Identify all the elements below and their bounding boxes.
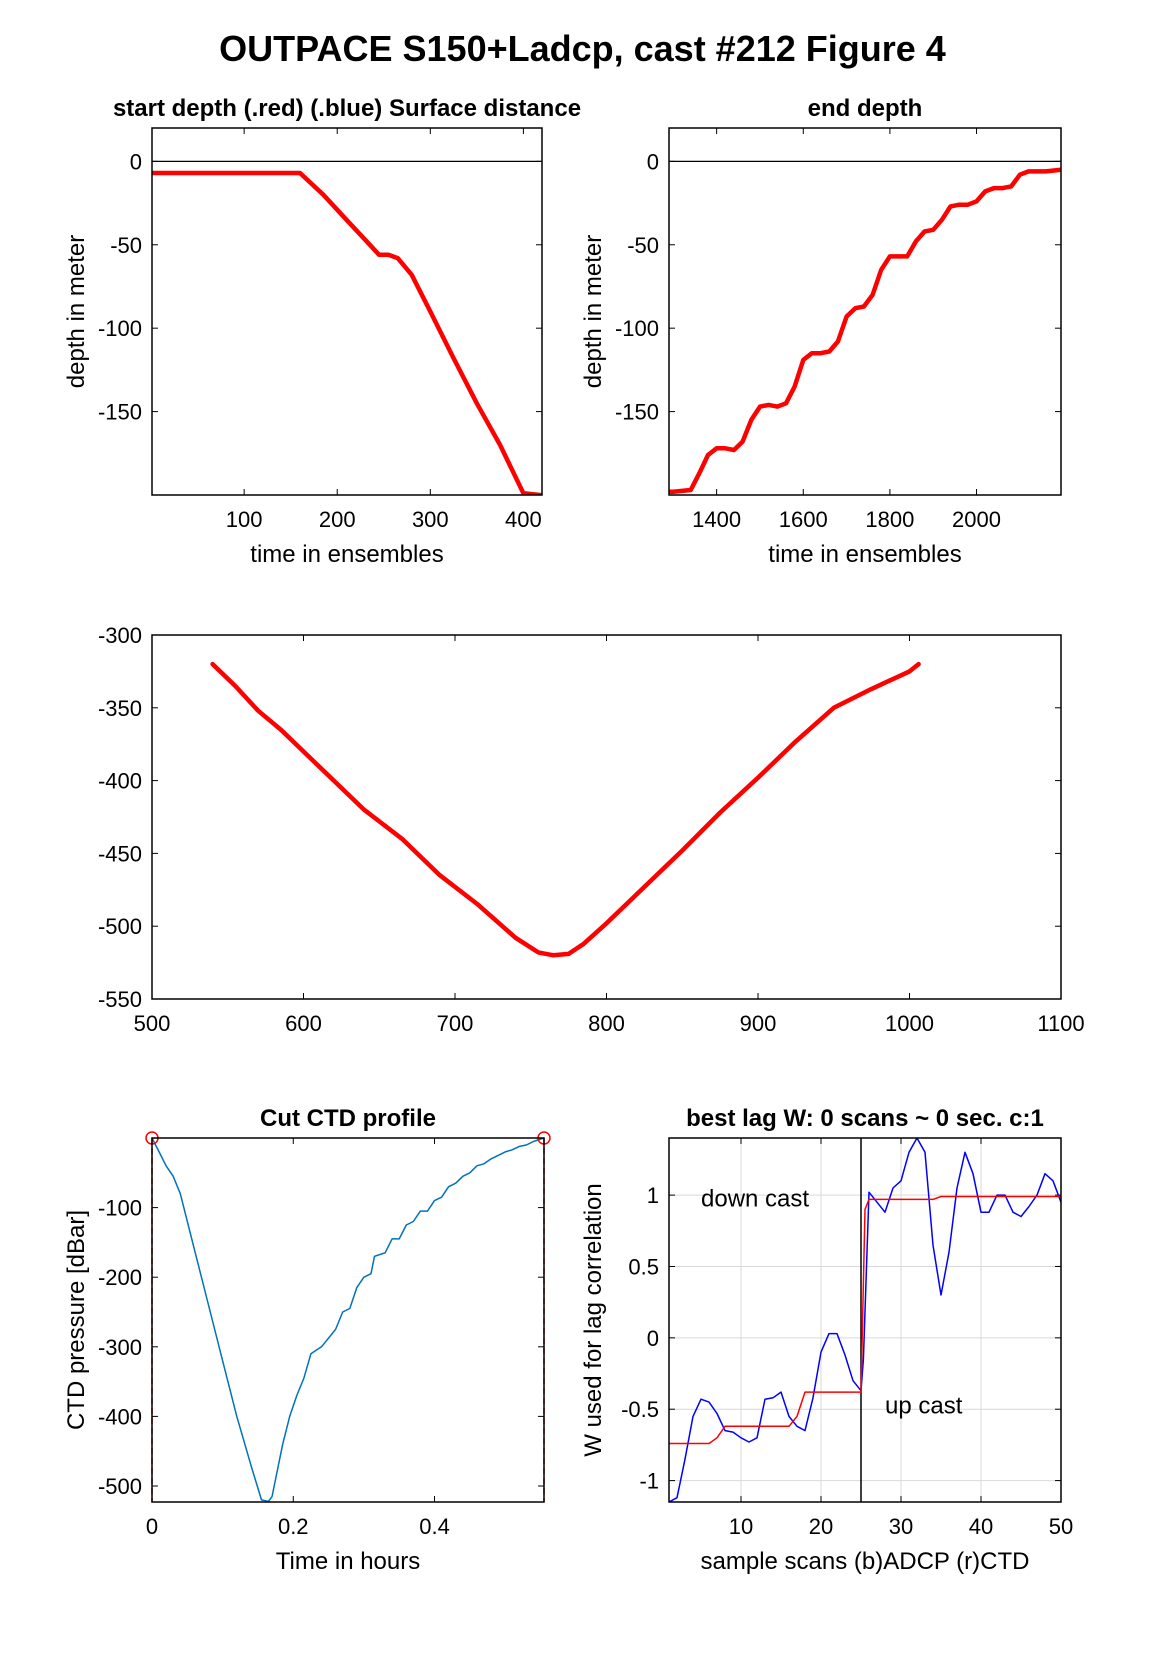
y-tick-label: -400 — [98, 1404, 142, 1429]
series-line — [210, 661, 921, 958]
y-tick-label: -100 — [615, 316, 659, 341]
depth-profile-plot: 500 600 700 800 900 1000 1100 -300 -350 -400 -450 -… — [98, 623, 1085, 1036]
y-tick-label: -100 — [98, 316, 142, 341]
x-tick-label: 1600 — [779, 507, 828, 532]
series-line — [152, 1138, 544, 1502]
y-tick-label: -300 — [98, 1335, 142, 1360]
axes-box — [151, 634, 1062, 1000]
x-axis-label: sample scans (b)ADCP (r)CTD — [701, 1548, 1030, 1575]
series-line — [669, 167, 1061, 494]
y-tick-label: 0 — [647, 1326, 659, 1351]
x-tick-label: 200 — [319, 507, 356, 532]
y-tick-label: 0.5 — [628, 1254, 659, 1279]
plot-area — [152, 160, 542, 495]
x-tick-label: 100 — [226, 507, 263, 532]
x-tick-label: 700 — [437, 1011, 474, 1036]
y-axis-label: depth in meter — [580, 235, 607, 388]
y-tick-label: -150 — [98, 400, 142, 425]
x-tick-label: 0.4 — [419, 1514, 450, 1539]
plot-area — [210, 661, 921, 958]
x-tick-label: 10 — [729, 1514, 753, 1539]
series-line-adcp — [669, 1138, 1061, 1502]
x-axis-label: Time in hours — [276, 1548, 421, 1575]
x-tick-label: 900 — [740, 1011, 777, 1036]
annotation-text: up cast — [885, 1392, 963, 1419]
y-axis-label: CTD pressure [dBar] — [63, 1210, 90, 1430]
plot-title: best lag W: 0 scans ~ 0 sec. c:1 — [686, 1105, 1044, 1132]
series-line — [152, 170, 542, 495]
x-tick-label: 50 — [1049, 1514, 1073, 1539]
x-tick-label: 500 — [134, 1011, 171, 1036]
y-tick-label: -550 — [98, 987, 142, 1012]
y-tick-label: 1 — [647, 1183, 659, 1208]
plot-area — [669, 1138, 1061, 1502]
axes-box — [151, 1137, 545, 1503]
y-tick-label: -200 — [98, 1265, 142, 1290]
series-line-ctd — [669, 1195, 1061, 1445]
y-axis-label: depth in meter — [63, 235, 90, 388]
x-axis-label: time in ensembles — [250, 541, 443, 568]
y-tick-label: -500 — [98, 914, 142, 939]
x-tick-label: 600 — [285, 1011, 322, 1036]
x-axis-label: time in ensembles — [768, 541, 961, 568]
x-tick-label: 20 — [809, 1514, 833, 1539]
x-tick-label: 40 — [969, 1514, 993, 1539]
x-tick-label: 1000 — [885, 1011, 934, 1036]
y-tick-label: -100 — [98, 1196, 142, 1221]
y-tick-label: 0 — [130, 149, 142, 174]
y-tick-label: -500 — [98, 1474, 142, 1499]
y-tick-label: -400 — [98, 769, 142, 794]
plot-area — [152, 1138, 544, 1502]
y-tick-label: -1 — [639, 1469, 659, 1494]
x-tick-label: 400 — [505, 507, 542, 532]
plot-title: start depth (.red) (.blue) Surface dista… — [113, 95, 581, 122]
axes-box — [668, 127, 1062, 496]
x-tick-label: 300 — [412, 507, 449, 532]
x-tick-label: 800 — [588, 1011, 625, 1036]
y-tick-label: 0 — [647, 149, 659, 174]
y-tick-label: -50 — [627, 233, 659, 258]
axes-box — [668, 1137, 1062, 1503]
x-tick-label: 1100 — [1037, 1011, 1084, 1036]
x-tick-label: 0 — [146, 1514, 158, 1539]
x-tick-label: 0.2 — [278, 1514, 309, 1539]
y-axis-label: W used for lag correlation — [580, 1183, 607, 1456]
ctd-profile-plot: 0 0.2 0.4 -100 -200 -300 -400 -500 Cut CTD profi… — [63, 1105, 551, 1575]
y-tick-label: -350 — [98, 696, 142, 721]
y-tick-label: -300 — [98, 623, 142, 648]
figure-title: OUTPACE S150+Ladcp, cast #212 Figure 4 — [219, 28, 946, 69]
y-tick-label: -450 — [98, 841, 142, 866]
start-depth-plot: 100 200 300 400 0 -50 -100 -150 start depth (.re… — [63, 95, 581, 568]
x-tick-label: 30 — [889, 1514, 913, 1539]
x-tick-label: 1800 — [865, 507, 914, 532]
y-tick-label: -0.5 — [621, 1397, 659, 1422]
y-tick-label: -150 — [615, 400, 659, 425]
plot-title: end depth — [808, 95, 923, 122]
y-tick-label: -50 — [110, 233, 142, 258]
plot-title: Cut CTD profile — [260, 1105, 436, 1132]
x-tick-label: 2000 — [952, 507, 1001, 532]
plot-area — [669, 160, 1061, 494]
end-depth-plot: 1400 1600 1800 2000 0 -50 -100 -150 end depth tim… — [580, 95, 1062, 568]
annotation-text: down cast — [701, 1186, 809, 1213]
x-tick-label: 1400 — [692, 507, 741, 532]
axes-box — [151, 127, 543, 496]
lag-correlation-plot: 10 20 30 40 50 1 0.5 0 -0.5 -1 down cast up cast bes… — [580, 1105, 1073, 1575]
